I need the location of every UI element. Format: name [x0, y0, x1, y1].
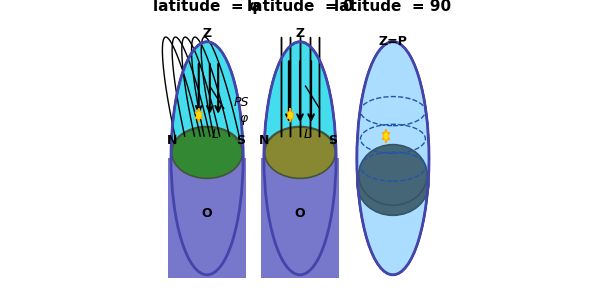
Text: L: L	[212, 128, 219, 141]
Text: φ: φ	[240, 112, 248, 124]
Text: Z: Z	[295, 27, 305, 40]
Text: Z: Z	[202, 27, 212, 40]
Ellipse shape	[264, 42, 336, 275]
Text: S: S	[236, 134, 245, 147]
Ellipse shape	[171, 42, 243, 275]
Ellipse shape	[264, 42, 336, 275]
Ellipse shape	[357, 42, 429, 275]
Ellipse shape	[264, 127, 336, 179]
Text: L: L	[304, 128, 311, 141]
Ellipse shape	[359, 145, 427, 205]
Bar	[168, 158, 246, 278]
Text: N: N	[167, 134, 177, 147]
Text: N: N	[259, 134, 269, 147]
Text: O: O	[202, 207, 212, 220]
Polygon shape	[195, 108, 202, 122]
Text: S: S	[328, 134, 337, 147]
Text: PS: PS	[234, 96, 250, 109]
Ellipse shape	[171, 42, 243, 275]
Polygon shape	[385, 133, 388, 139]
Text: latitude  = φ: latitude = φ	[153, 0, 261, 14]
Text: latitude  = 0: latitude = 0	[247, 0, 353, 14]
Ellipse shape	[357, 42, 429, 275]
Ellipse shape	[357, 151, 429, 215]
Polygon shape	[382, 129, 389, 143]
Bar	[261, 158, 339, 278]
Text: latitude  = 90: latitude = 90	[334, 0, 452, 14]
Polygon shape	[287, 108, 294, 122]
Ellipse shape	[171, 127, 243, 179]
Text: Z=P: Z=P	[379, 35, 407, 48]
Text: O: O	[295, 207, 305, 220]
Ellipse shape	[265, 127, 335, 178]
Polygon shape	[289, 112, 292, 119]
Ellipse shape	[172, 127, 242, 178]
Polygon shape	[197, 112, 200, 119]
